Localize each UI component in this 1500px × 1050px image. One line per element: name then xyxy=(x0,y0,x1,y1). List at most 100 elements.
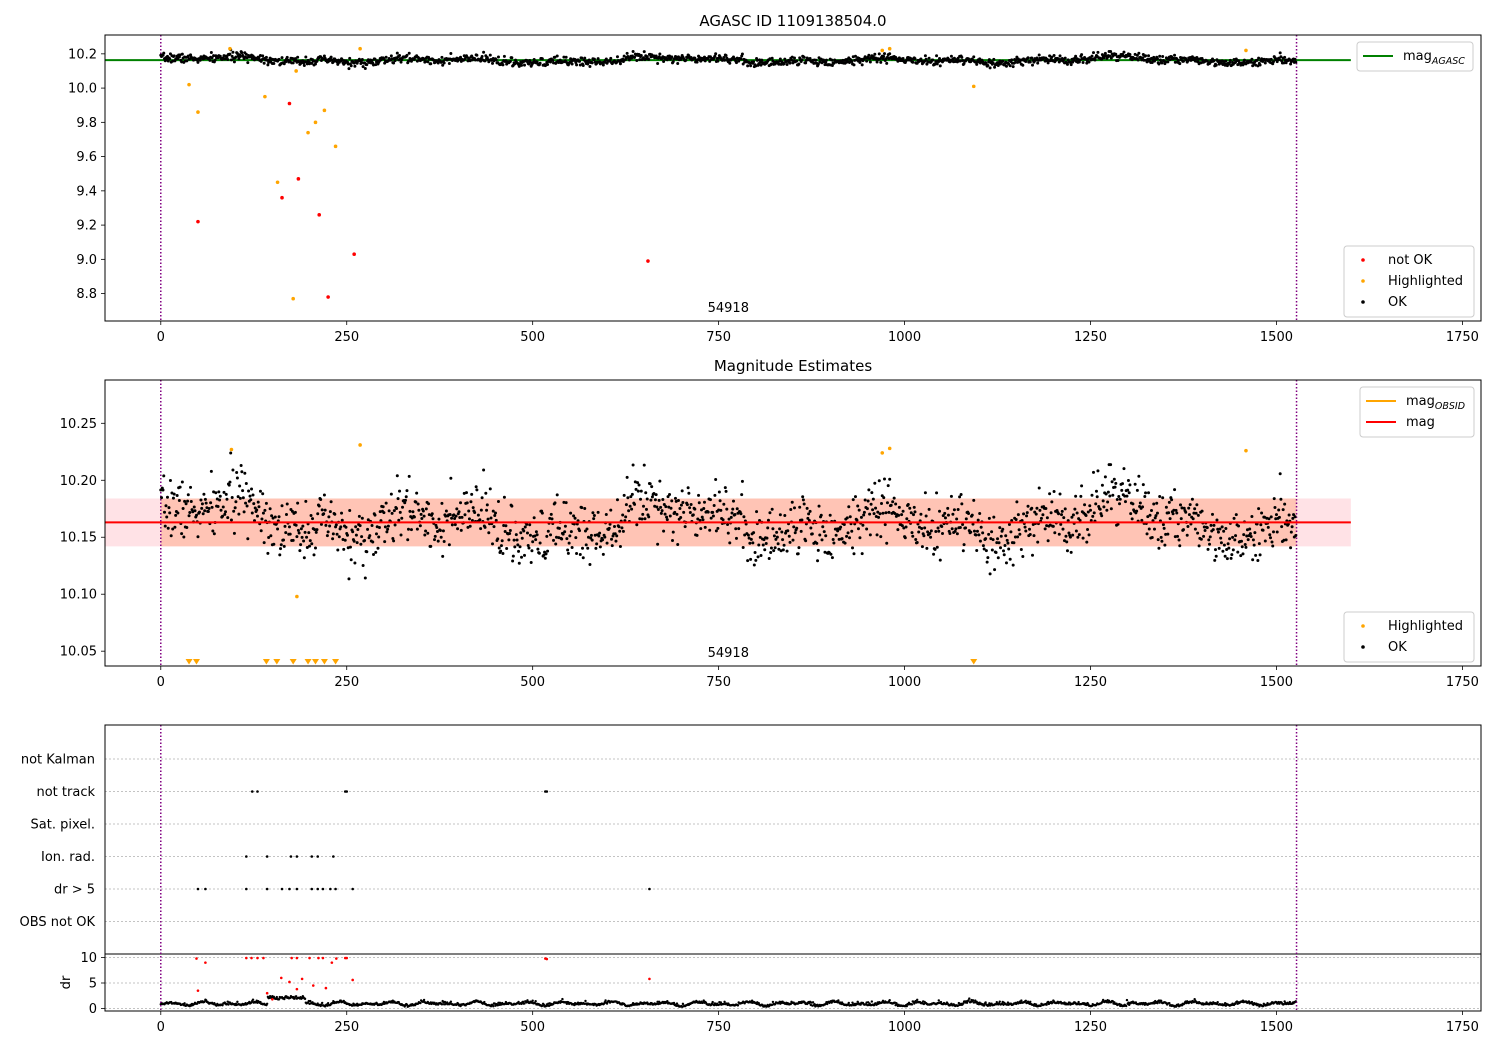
ok-point xyxy=(192,505,196,509)
ok-point xyxy=(479,508,483,512)
dr-point xyxy=(1045,1003,1048,1006)
ok-point xyxy=(1251,538,1255,542)
ok-point xyxy=(348,545,352,549)
ok-point xyxy=(635,523,639,527)
ok-point xyxy=(667,505,671,509)
ok-point xyxy=(1151,519,1155,523)
ok-point xyxy=(834,533,838,537)
ok-point xyxy=(767,556,771,560)
ok-point xyxy=(1094,489,1098,493)
ok-point xyxy=(938,57,942,61)
ok-point xyxy=(249,498,253,502)
ok-point xyxy=(969,530,973,534)
ok-point xyxy=(1086,527,1090,531)
ok-point xyxy=(882,54,886,58)
ok-point xyxy=(901,56,905,60)
dr-flagged-point xyxy=(196,989,200,992)
ok-point xyxy=(207,506,211,510)
ok-point xyxy=(1009,530,1013,534)
highlighted-point xyxy=(294,69,298,73)
ok-point xyxy=(733,512,737,516)
ok-point xyxy=(722,502,726,506)
ok-point xyxy=(1193,507,1197,511)
ok-point xyxy=(644,491,648,495)
ok-point xyxy=(469,500,473,504)
ok-point xyxy=(802,502,806,506)
ok-point xyxy=(385,530,389,534)
ok-point xyxy=(967,511,971,515)
ok-point xyxy=(1096,50,1100,54)
ok-point xyxy=(772,549,776,553)
ok-point xyxy=(867,488,871,492)
y-tick-label: 10.15 xyxy=(60,531,97,546)
ok-point xyxy=(903,536,907,540)
ok-point xyxy=(494,518,498,522)
ok-point xyxy=(496,537,500,541)
dr-point xyxy=(1024,999,1028,1002)
ok-point xyxy=(1202,534,1206,538)
ok-point xyxy=(806,516,810,520)
ok-point xyxy=(923,526,927,530)
ok-point xyxy=(1193,527,1197,531)
ok-point xyxy=(196,60,200,64)
ok-point xyxy=(168,57,172,61)
ok-point xyxy=(995,541,999,545)
ok-point xyxy=(1101,499,1105,503)
ok-point xyxy=(914,538,918,542)
ok-point xyxy=(660,509,664,513)
ok-point xyxy=(938,509,942,513)
ok-point xyxy=(1222,543,1226,547)
ok-point xyxy=(1284,61,1288,65)
ok-point xyxy=(686,486,690,490)
ok-point xyxy=(255,514,259,518)
ok-point xyxy=(333,512,337,516)
ok-point xyxy=(1103,475,1107,479)
ok-point xyxy=(1226,542,1230,546)
ok-point xyxy=(859,515,863,519)
ok-point xyxy=(711,510,715,514)
ok-point xyxy=(1225,557,1229,561)
ok-point xyxy=(1063,56,1067,60)
dr-flagged-point xyxy=(648,977,651,981)
ok-point xyxy=(427,502,431,506)
not-ok-point-group xyxy=(196,101,650,299)
ok-point xyxy=(171,527,175,531)
ok-point xyxy=(1144,491,1148,495)
dr-point xyxy=(1159,999,1163,1003)
ok-point xyxy=(726,523,730,527)
ok-point xyxy=(1257,56,1261,60)
ok-point xyxy=(877,515,881,519)
ok-point xyxy=(853,495,857,499)
ok-point xyxy=(797,62,801,66)
ok-point xyxy=(489,516,493,520)
ok-point xyxy=(168,511,172,515)
ok-point xyxy=(734,61,738,65)
ok-point xyxy=(188,511,192,515)
ok-point xyxy=(1067,531,1071,535)
ok-point xyxy=(406,527,410,531)
ok-point xyxy=(1263,539,1267,543)
dr-flagged-point xyxy=(290,956,293,960)
ok-point xyxy=(473,510,477,514)
ok-point xyxy=(920,545,924,549)
ok-point xyxy=(1120,482,1124,486)
ok-point xyxy=(788,61,792,65)
ok-point xyxy=(575,63,579,67)
ok-point xyxy=(523,525,527,529)
ok-point xyxy=(1136,58,1140,62)
ok-point xyxy=(424,59,428,63)
ok-point xyxy=(760,58,764,62)
ok-point xyxy=(688,510,692,514)
ok-point xyxy=(308,539,312,543)
ok-point-group xyxy=(159,48,1298,71)
flag-point xyxy=(256,790,259,793)
ok-point xyxy=(305,545,309,549)
y-tick-label: 8.8 xyxy=(76,287,97,302)
dr-point xyxy=(1156,1001,1159,1005)
ok-point xyxy=(797,546,801,550)
dr-point xyxy=(719,1001,723,1004)
ok-point xyxy=(601,552,605,556)
ok-point xyxy=(353,561,357,565)
ok-point xyxy=(238,484,242,488)
ok-point xyxy=(749,64,753,68)
